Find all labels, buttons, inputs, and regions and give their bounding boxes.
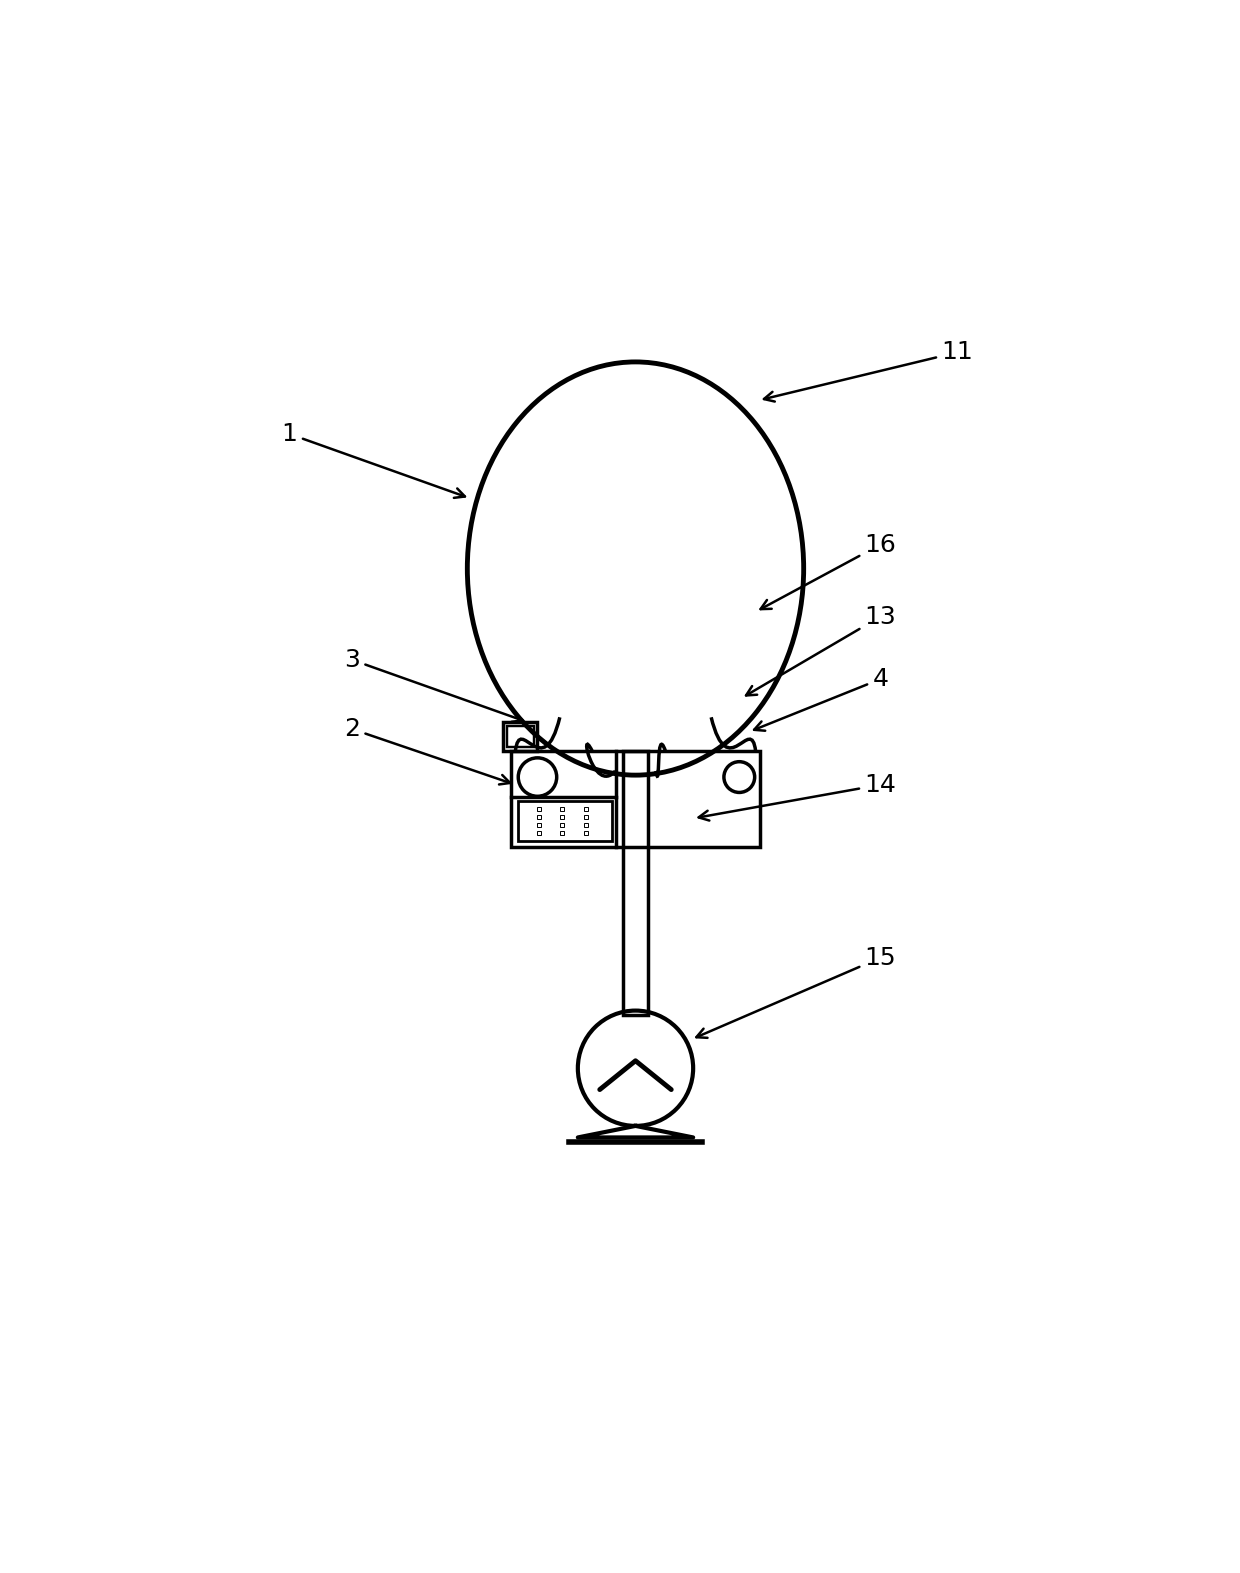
- Text: 14: 14: [698, 772, 897, 821]
- Bar: [560, 831, 564, 835]
- Text: 16: 16: [760, 533, 897, 609]
- Text: 11: 11: [764, 340, 973, 401]
- Bar: [503, 722, 537, 752]
- Bar: [560, 807, 564, 810]
- Bar: [584, 815, 588, 820]
- Bar: [584, 807, 588, 810]
- Bar: [584, 823, 588, 827]
- Bar: [537, 815, 541, 820]
- Bar: [560, 823, 564, 827]
- Bar: [622, 752, 649, 1016]
- Bar: [507, 727, 533, 747]
- Text: 2: 2: [343, 717, 510, 785]
- Text: 1: 1: [281, 422, 465, 499]
- Text: 4: 4: [754, 667, 889, 731]
- Text: 3: 3: [343, 648, 522, 722]
- Bar: [518, 801, 611, 842]
- Bar: [511, 752, 760, 848]
- Text: 13: 13: [746, 604, 897, 695]
- Bar: [537, 807, 541, 810]
- Text: 15: 15: [697, 945, 897, 1038]
- Bar: [537, 831, 541, 835]
- Bar: [537, 823, 541, 827]
- Bar: [560, 815, 564, 820]
- Bar: [584, 831, 588, 835]
